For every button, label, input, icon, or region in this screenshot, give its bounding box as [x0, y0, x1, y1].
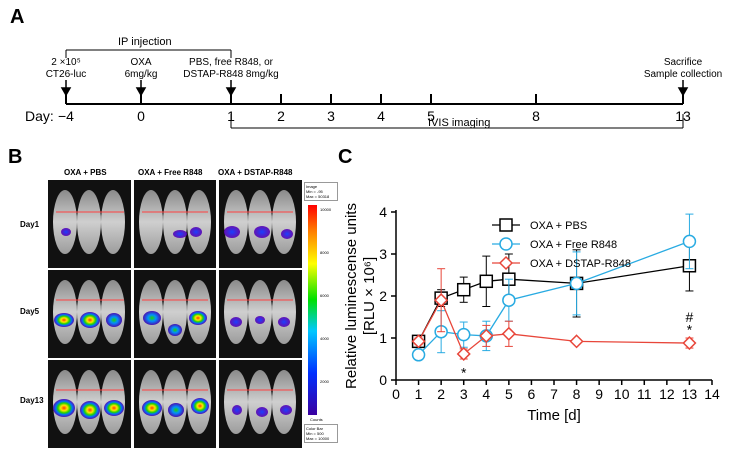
day-tick-3: 3: [327, 108, 335, 124]
significance-marker: #: [686, 309, 694, 325]
image-info-line: Min = -95: [306, 189, 323, 194]
data-point-oxa-dstap-r848: [501, 326, 516, 341]
colorbar-info-line: Color Bar: [306, 426, 323, 431]
data-point-oxa-dstap-r848: [682, 335, 697, 351]
x-axis-label: Time [d]: [527, 407, 581, 424]
ip-injection-label: IP injection: [118, 36, 172, 48]
panel-c-label: C: [338, 146, 353, 168]
day-tick-4: 4: [377, 108, 385, 124]
image-info-box: Image Min = -95 Max = 50318: [304, 182, 338, 201]
day-tick-8: 8: [532, 108, 540, 124]
event-line: DSTAP-R848 8mg/kg: [183, 69, 279, 80]
significance-marker: *: [461, 364, 467, 380]
data-point-oxa-dstap-r848: [411, 334, 426, 349]
panel-a-label: A: [10, 6, 25, 28]
colorbar-info-line: Min = 500: [306, 431, 324, 436]
y-tick-label: 2: [379, 288, 387, 304]
event-day-minus4: 2 ×10⁵ CT26-luc: [30, 57, 102, 81]
image-info-line: Max = 50318: [306, 194, 330, 199]
day-tick-2: 2: [277, 108, 285, 124]
event-line: 6mg/kg: [124, 69, 158, 80]
x-tick-label: 2: [437, 386, 445, 402]
legend-label-oxa-dstap-r848: OXA + DSTAP-R848: [530, 258, 631, 270]
panel-b-label: B: [8, 146, 23, 168]
data-point-oxa-dstap-r848: [569, 334, 584, 349]
legend-marker-oxa-free-r848: [499, 237, 513, 251]
y-tick-label: 4: [379, 204, 387, 220]
x-tick-label: 13: [682, 386, 698, 402]
significance-marker: *: [687, 322, 693, 338]
condition-label-free-r848: OXA + Free R848: [138, 168, 203, 177]
x-tick-label: 11: [637, 386, 652, 402]
data-point-oxa-free-r848: [682, 234, 697, 249]
event-day-13: Sacrifice Sample collection: [631, 57, 730, 81]
y-axis-label-line1: Relative luminescense units: [343, 203, 360, 389]
condition-label-pbs: OXA + PBS: [64, 168, 107, 177]
x-tick-label: 1: [415, 386, 423, 402]
day-tick-13: 13: [675, 108, 691, 124]
x-tick-label: 10: [614, 386, 630, 402]
y-tick-label: 3: [379, 246, 387, 262]
legend-label-oxa-pbs: OXA + PBS: [530, 220, 587, 232]
colorbar-tick-6000: 6000: [320, 293, 329, 298]
data-point-oxa-dstap-r848: [479, 328, 494, 343]
x-tick-label: 12: [659, 386, 675, 402]
event-line: PBS, free R848, or: [189, 57, 273, 68]
event-line: Sample collection: [643, 69, 723, 80]
x-tick-label: 4: [482, 386, 490, 402]
colorbar-info-line: Max = 10000: [306, 436, 330, 441]
day-prefix: Day:: [25, 108, 54, 124]
data-point-oxa-free-r848: [502, 293, 516, 307]
legend-marker-oxa-pbs: [499, 218, 513, 232]
event-day-0: OXA 6mg/kg: [111, 57, 171, 81]
day-tick-5: 5: [427, 108, 435, 124]
event-line: 2 ×10⁵: [51, 57, 81, 68]
day-tick-0: 0: [137, 108, 145, 124]
colorbar-tick-2000: 2000: [320, 379, 329, 384]
data-point-oxa-pbs: [456, 282, 471, 297]
row-label-day13: Day13: [20, 396, 44, 405]
series-line-oxa-dstap-r848: [418, 298, 690, 356]
x-tick-label: 6: [528, 386, 536, 402]
legend-label-oxa-free-r848: OXA + Free R848: [530, 239, 617, 251]
condition-label-dstap-r848: OXA + DSTAP-R848: [218, 168, 293, 177]
data-point-oxa-free-r848: [411, 348, 426, 362]
x-tick-label: 8: [573, 386, 581, 402]
colorbar-tick-4000: 4000: [320, 336, 329, 341]
data-point-oxa-free-r848: [456, 327, 471, 342]
event-line: OXA: [130, 57, 152, 68]
y-axis-label-line2: [RLU × 10⁶]: [361, 257, 378, 335]
colorbar-tick-8000: 8000: [320, 250, 329, 255]
data-point-oxa-dstap-r848: [434, 293, 449, 308]
event-day-1: PBS, free R848, or DSTAP-R848 8mg/kg: [181, 57, 281, 81]
data-point-oxa-free-r848: [569, 276, 584, 291]
x-tick-label: 9: [595, 386, 603, 402]
day-tick-1: 1: [227, 108, 235, 124]
row-label-day1: Day1: [20, 220, 40, 229]
ivis-imaging-label: IVIS imaging: [428, 117, 491, 129]
row-label-day5: Day5: [20, 307, 40, 316]
colorbar-info-box: Color Bar Min = 500 Max = 10000: [304, 424, 338, 443]
data-point-oxa-pbs: [479, 274, 494, 289]
x-tick-label: 5: [505, 386, 513, 402]
event-line: Sacrifice: [663, 57, 703, 68]
colorbar-tick-10000: 10000: [320, 207, 332, 212]
data-point-oxa-dstap-r848: [456, 346, 471, 362]
y-tick-label: 1: [379, 330, 387, 346]
x-tick-label: 3: [460, 386, 468, 402]
event-line: CT26-luc: [45, 69, 87, 80]
y-tick-label: 0: [379, 372, 387, 388]
x-tick-label: 14: [704, 386, 720, 402]
legend-marker-oxa-dstap-r848: [498, 255, 514, 271]
colorbar-unit: Counts: [310, 417, 323, 422]
image-info-line: Image: [306, 184, 318, 189]
x-tick-label: 0: [392, 386, 400, 402]
x-tick-label: 7: [550, 386, 558, 402]
day-tick-minus4: −4: [58, 108, 74, 124]
